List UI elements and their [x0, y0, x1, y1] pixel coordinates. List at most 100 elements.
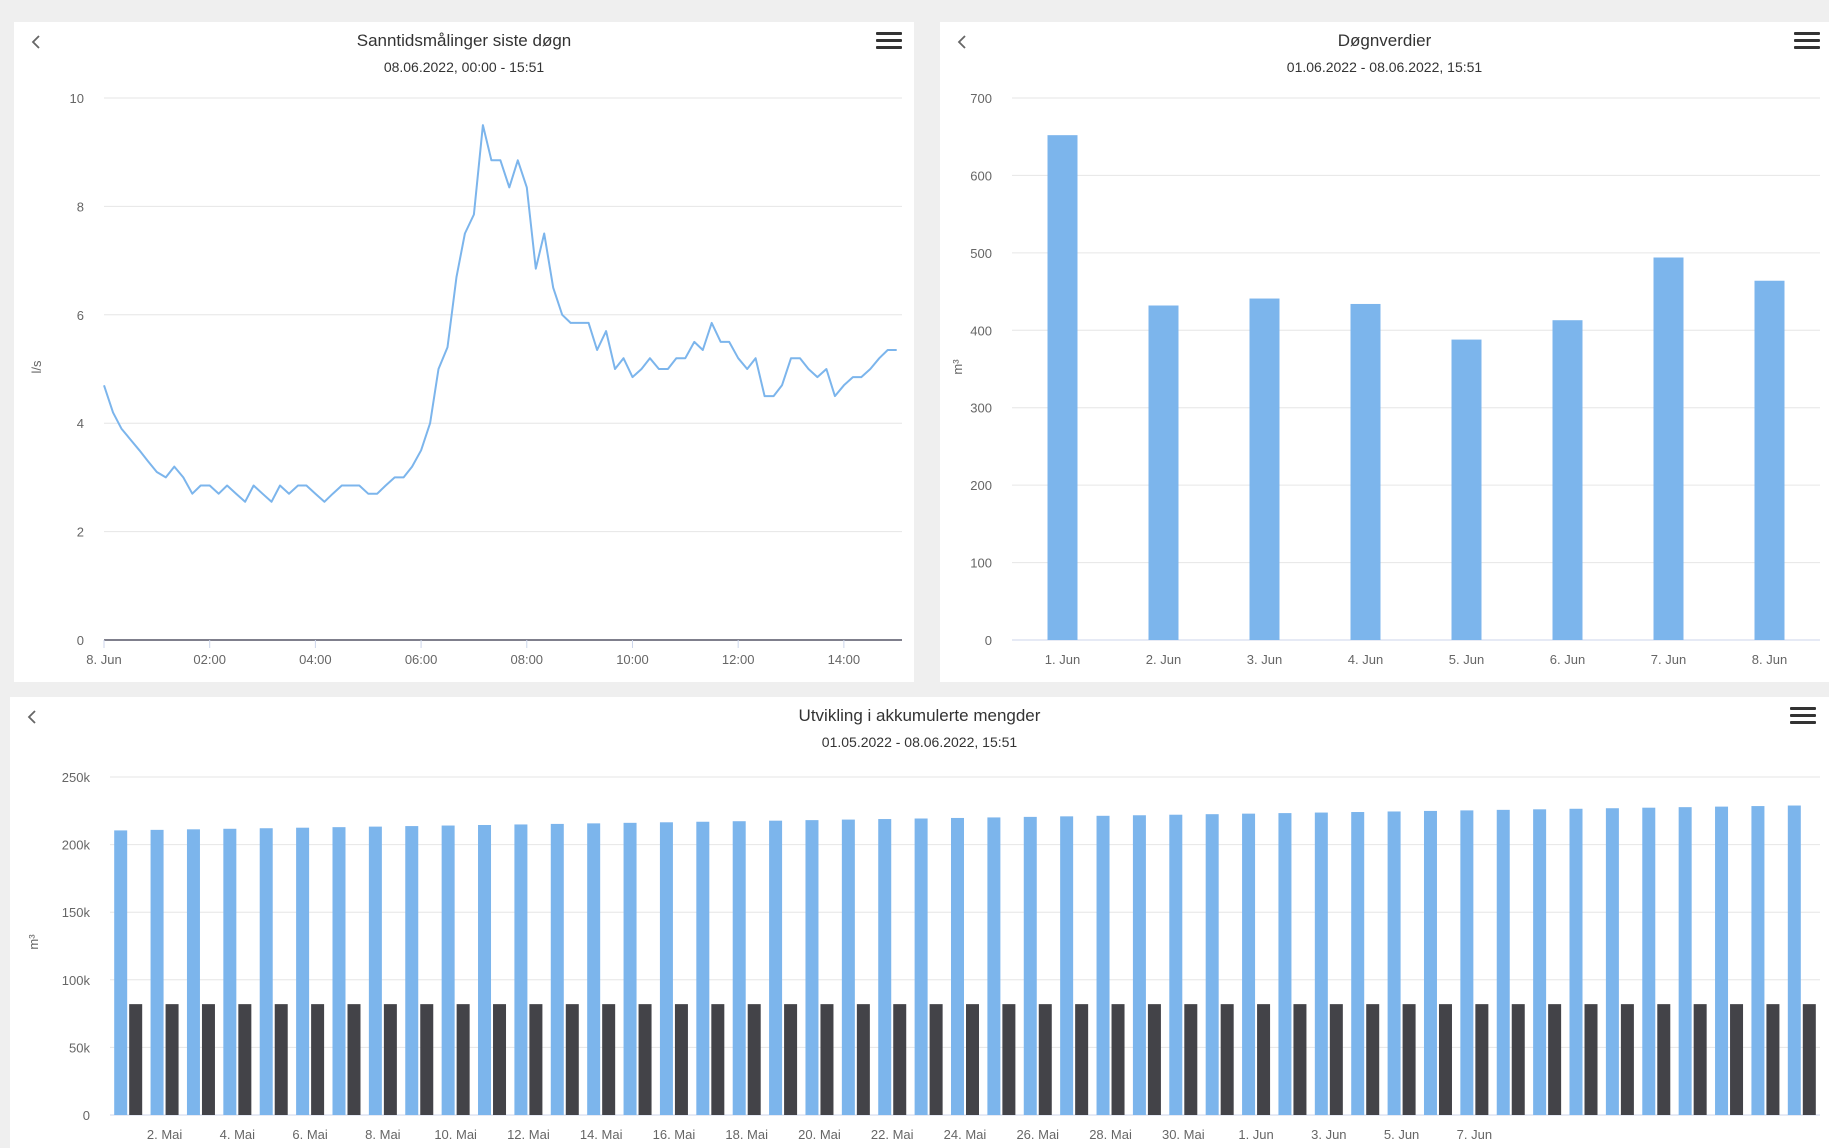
- bar-series-2: [1548, 1004, 1562, 1115]
- bar-series-1: [1569, 808, 1583, 1115]
- y-tick-label: 600: [970, 168, 992, 183]
- chart-menu-button[interactable]: [1790, 707, 1816, 729]
- bar-series-2: [1220, 1004, 1234, 1115]
- x-tick-label: 30. Mai: [1162, 1127, 1205, 1142]
- y-tick-label: 200: [970, 478, 992, 493]
- bar-series-1: [587, 823, 601, 1115]
- back-button[interactable]: [950, 30, 974, 54]
- bar-series-1: [659, 822, 673, 1115]
- chart-title: Sanntidsmålinger siste døgn: [356, 31, 572, 50]
- bar-series-1: [1096, 815, 1110, 1115]
- x-tick-label: 02:00: [193, 652, 226, 667]
- x-tick-label: 4. Jun: [1348, 652, 1383, 667]
- x-tick-label: 7. Jun: [1651, 652, 1686, 667]
- y-axis-title: m³: [26, 934, 41, 950]
- bar-series-1: [296, 827, 310, 1115]
- realtime-chart-panel: Sanntidsmålinger siste døgn 08.06.2022, …: [14, 22, 914, 682]
- x-tick-label: 14:00: [828, 652, 861, 667]
- x-tick-label: 16. Mai: [653, 1127, 696, 1142]
- bar-series-1: [223, 828, 237, 1115]
- bar-series-2: [1257, 1004, 1271, 1115]
- y-tick-label: 0: [985, 633, 992, 648]
- x-tick-label: 08:00: [511, 652, 544, 667]
- bar-series-1: [623, 822, 637, 1115]
- bar-series-2: [1293, 1004, 1307, 1115]
- x-tick-label: 3. Jun: [1311, 1127, 1346, 1142]
- bar-series-1: [696, 821, 710, 1115]
- x-tick-label: 2. Jun: [1146, 652, 1181, 667]
- back-button[interactable]: [24, 30, 48, 54]
- bar-series-2: [1730, 1004, 1744, 1115]
- chart-subtitle: 01.06.2022 - 08.06.2022, 15:51: [1286, 59, 1483, 75]
- bar-series-1: [1751, 806, 1765, 1115]
- series-line: [103, 124, 897, 503]
- bar-series-2: [1657, 1004, 1671, 1115]
- bar-series-1: [1787, 805, 1801, 1115]
- bar-series-1: [259, 828, 273, 1115]
- bar-series-1: [1605, 808, 1619, 1115]
- x-tick-label: 6. Mai: [292, 1127, 328, 1142]
- chart-subtitle: 08.06.2022, 00:00 - 15:51: [383, 59, 545, 75]
- bar-series-2: [1038, 1004, 1052, 1115]
- bar-series-2: [1111, 1004, 1125, 1115]
- bar-series-2: [674, 1004, 688, 1115]
- x-tick-label: 04:00: [299, 652, 332, 667]
- chart-title: Utvikling i akkumulerte mengder: [798, 706, 1041, 725]
- bar-series-1: [1023, 816, 1037, 1115]
- bar-series-2: [1475, 1004, 1489, 1115]
- bar-series-2: [201, 1004, 215, 1115]
- bar-series-1: [1242, 813, 1256, 1115]
- daily-values-chart-panel: Døgnverdier 01.06.2022 - 08.06.2022, 15:…: [940, 22, 1829, 682]
- bar-series-1: [1060, 816, 1074, 1115]
- bar: [1148, 305, 1179, 640]
- chart-title: Døgnverdier: [1337, 31, 1432, 50]
- bar-series-2: [747, 1004, 761, 1115]
- bar-series-2: [602, 1004, 616, 1115]
- bar-series-1: [478, 824, 492, 1115]
- chevron-left-icon: [27, 710, 36, 724]
- bar-series-1: [405, 826, 419, 1115]
- bar-series-1: [1314, 812, 1328, 1115]
- bar-series-2: [565, 1004, 579, 1115]
- bar-series-1: [514, 824, 528, 1115]
- bar-series-2: [1802, 1004, 1816, 1115]
- bar-series-2: [493, 1004, 507, 1115]
- bar-series-1: [914, 818, 928, 1115]
- hamburger-line: [876, 46, 902, 49]
- bar-series-1: [1715, 806, 1729, 1115]
- x-tick-label: 06:00: [405, 652, 438, 667]
- bar-series-2: [1329, 1004, 1343, 1115]
- y-tick-label: 700: [970, 91, 992, 106]
- bar-series-1: [1423, 810, 1437, 1115]
- bar-series-2: [1147, 1004, 1161, 1115]
- y-tick-label: 10: [70, 91, 84, 106]
- y-tick-label: 150k: [62, 905, 91, 920]
- bar-series-2: [311, 1004, 325, 1115]
- bar-series-1: [1642, 807, 1656, 1115]
- bar-series-2: [1075, 1004, 1089, 1115]
- x-tick-label: 10. Mai: [434, 1127, 477, 1142]
- bar: [1350, 303, 1381, 640]
- bar-series-2: [1002, 1004, 1016, 1115]
- bar-series-2: [420, 1004, 434, 1115]
- bar-series-2: [238, 1004, 252, 1115]
- bar-series-1: [841, 819, 855, 1115]
- x-tick-label: 1. Jun: [1238, 1127, 1273, 1142]
- x-tick-label: 18. Mai: [725, 1127, 768, 1142]
- chart-menu-button[interactable]: [876, 32, 902, 54]
- x-tick-label: 24. Mai: [944, 1127, 987, 1142]
- bar-series-2: [1766, 1004, 1780, 1115]
- bar: [1754, 280, 1785, 640]
- hamburger-line: [1790, 721, 1816, 724]
- bar-series-1: [1132, 815, 1146, 1115]
- bar-series-1: [1387, 811, 1401, 1115]
- bar-series-2: [1584, 1004, 1598, 1115]
- bar-series-1: [1496, 809, 1510, 1115]
- x-tick-label: 8. Jun: [86, 652, 121, 667]
- x-tick-label: 20. Mai: [798, 1127, 841, 1142]
- chart-menu-button[interactable]: [1794, 32, 1820, 54]
- y-tick-label: 0: [83, 1108, 90, 1123]
- bar-series-1: [368, 826, 382, 1115]
- bar-series-2: [1366, 1004, 1380, 1115]
- back-button[interactable]: [20, 705, 44, 729]
